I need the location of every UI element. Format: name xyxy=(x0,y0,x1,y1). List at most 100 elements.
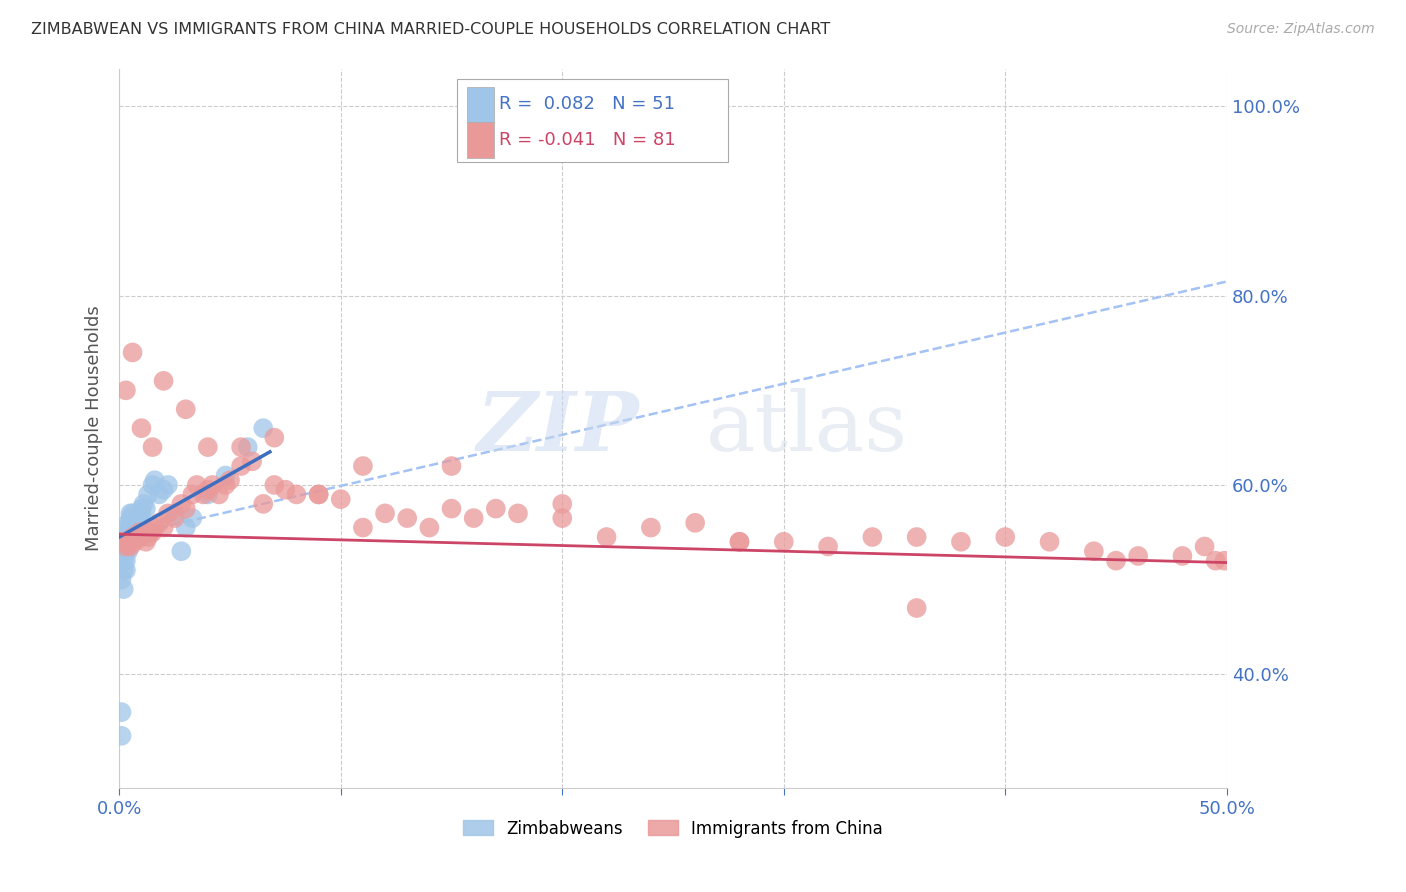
Point xyxy=(229,458,252,473)
Point xyxy=(110,534,132,549)
Point xyxy=(115,563,138,577)
Point xyxy=(1205,554,1227,568)
Point xyxy=(121,507,143,521)
Point xyxy=(112,582,135,596)
Point xyxy=(117,525,139,540)
Point xyxy=(214,468,236,483)
Point xyxy=(236,440,259,454)
Point xyxy=(156,478,179,492)
Point xyxy=(131,530,153,544)
Point xyxy=(263,478,285,492)
Point xyxy=(551,511,574,525)
Point xyxy=(112,554,135,568)
Point xyxy=(117,520,139,534)
Point xyxy=(994,530,1017,544)
FancyBboxPatch shape xyxy=(457,79,728,162)
Point xyxy=(136,487,159,501)
Point xyxy=(949,534,972,549)
Point xyxy=(115,554,138,568)
Point xyxy=(135,501,157,516)
Point xyxy=(112,534,135,549)
Point xyxy=(229,440,252,454)
Point xyxy=(121,345,143,359)
Point xyxy=(905,530,928,544)
Point xyxy=(115,544,138,558)
Y-axis label: Married-couple Households: Married-couple Households xyxy=(86,305,103,551)
Point xyxy=(124,516,146,530)
FancyBboxPatch shape xyxy=(467,87,494,122)
Point xyxy=(128,520,150,534)
Point xyxy=(1105,554,1128,568)
Point xyxy=(117,534,139,549)
Point xyxy=(148,487,170,501)
Point xyxy=(905,601,928,615)
Point xyxy=(121,520,143,534)
Point xyxy=(131,421,153,435)
Point xyxy=(152,374,174,388)
Point xyxy=(683,516,706,530)
Point xyxy=(115,534,138,549)
Point xyxy=(152,520,174,534)
Point xyxy=(132,525,155,540)
Point xyxy=(440,501,463,516)
Point xyxy=(112,544,135,558)
Point xyxy=(152,483,174,497)
Point xyxy=(197,440,219,454)
Point xyxy=(125,530,148,544)
Point xyxy=(121,525,143,540)
Point xyxy=(193,487,215,501)
Point xyxy=(170,497,193,511)
Point xyxy=(132,497,155,511)
Point xyxy=(463,511,485,525)
Point xyxy=(860,530,883,544)
Point xyxy=(197,483,219,497)
Point xyxy=(143,520,166,534)
Point xyxy=(121,530,143,544)
Point xyxy=(110,729,132,743)
Point xyxy=(120,520,142,534)
Point xyxy=(120,530,142,544)
Point xyxy=(136,530,159,544)
Text: ZIP: ZIP xyxy=(477,388,640,468)
Point xyxy=(551,497,574,511)
Point xyxy=(1126,549,1149,563)
Point xyxy=(208,487,231,501)
Point xyxy=(181,487,204,501)
Point xyxy=(117,544,139,558)
Point xyxy=(170,544,193,558)
Text: ZIMBABWEAN VS IMMIGRANTS FROM CHINA MARRIED-COUPLE HOUSEHOLDS CORRELATION CHART: ZIMBABWEAN VS IMMIGRANTS FROM CHINA MARR… xyxy=(31,22,830,37)
Point xyxy=(374,507,396,521)
Point xyxy=(125,511,148,525)
Point xyxy=(112,563,135,577)
Point xyxy=(120,525,142,540)
Point xyxy=(135,534,157,549)
Point xyxy=(128,511,150,525)
Point xyxy=(120,511,142,525)
Point xyxy=(120,507,142,521)
Point xyxy=(139,525,162,540)
Point xyxy=(308,487,330,501)
Point xyxy=(640,520,662,534)
Point xyxy=(131,501,153,516)
Point xyxy=(252,497,274,511)
Point xyxy=(186,478,208,492)
Point xyxy=(141,525,163,540)
Point xyxy=(1038,534,1060,549)
Point xyxy=(181,511,204,525)
Point xyxy=(117,516,139,530)
Point xyxy=(595,530,617,544)
Point xyxy=(174,402,197,417)
FancyBboxPatch shape xyxy=(467,122,494,159)
Point xyxy=(197,487,219,501)
Point xyxy=(240,454,263,468)
Point xyxy=(141,440,163,454)
Point xyxy=(1171,549,1194,563)
Point xyxy=(201,478,224,492)
Point xyxy=(120,534,142,549)
Point xyxy=(124,520,146,534)
Point xyxy=(110,705,132,719)
Point xyxy=(110,573,132,587)
Text: R =  0.082   N = 51: R = 0.082 N = 51 xyxy=(499,95,675,113)
Point xyxy=(131,507,153,521)
Point xyxy=(117,534,139,549)
